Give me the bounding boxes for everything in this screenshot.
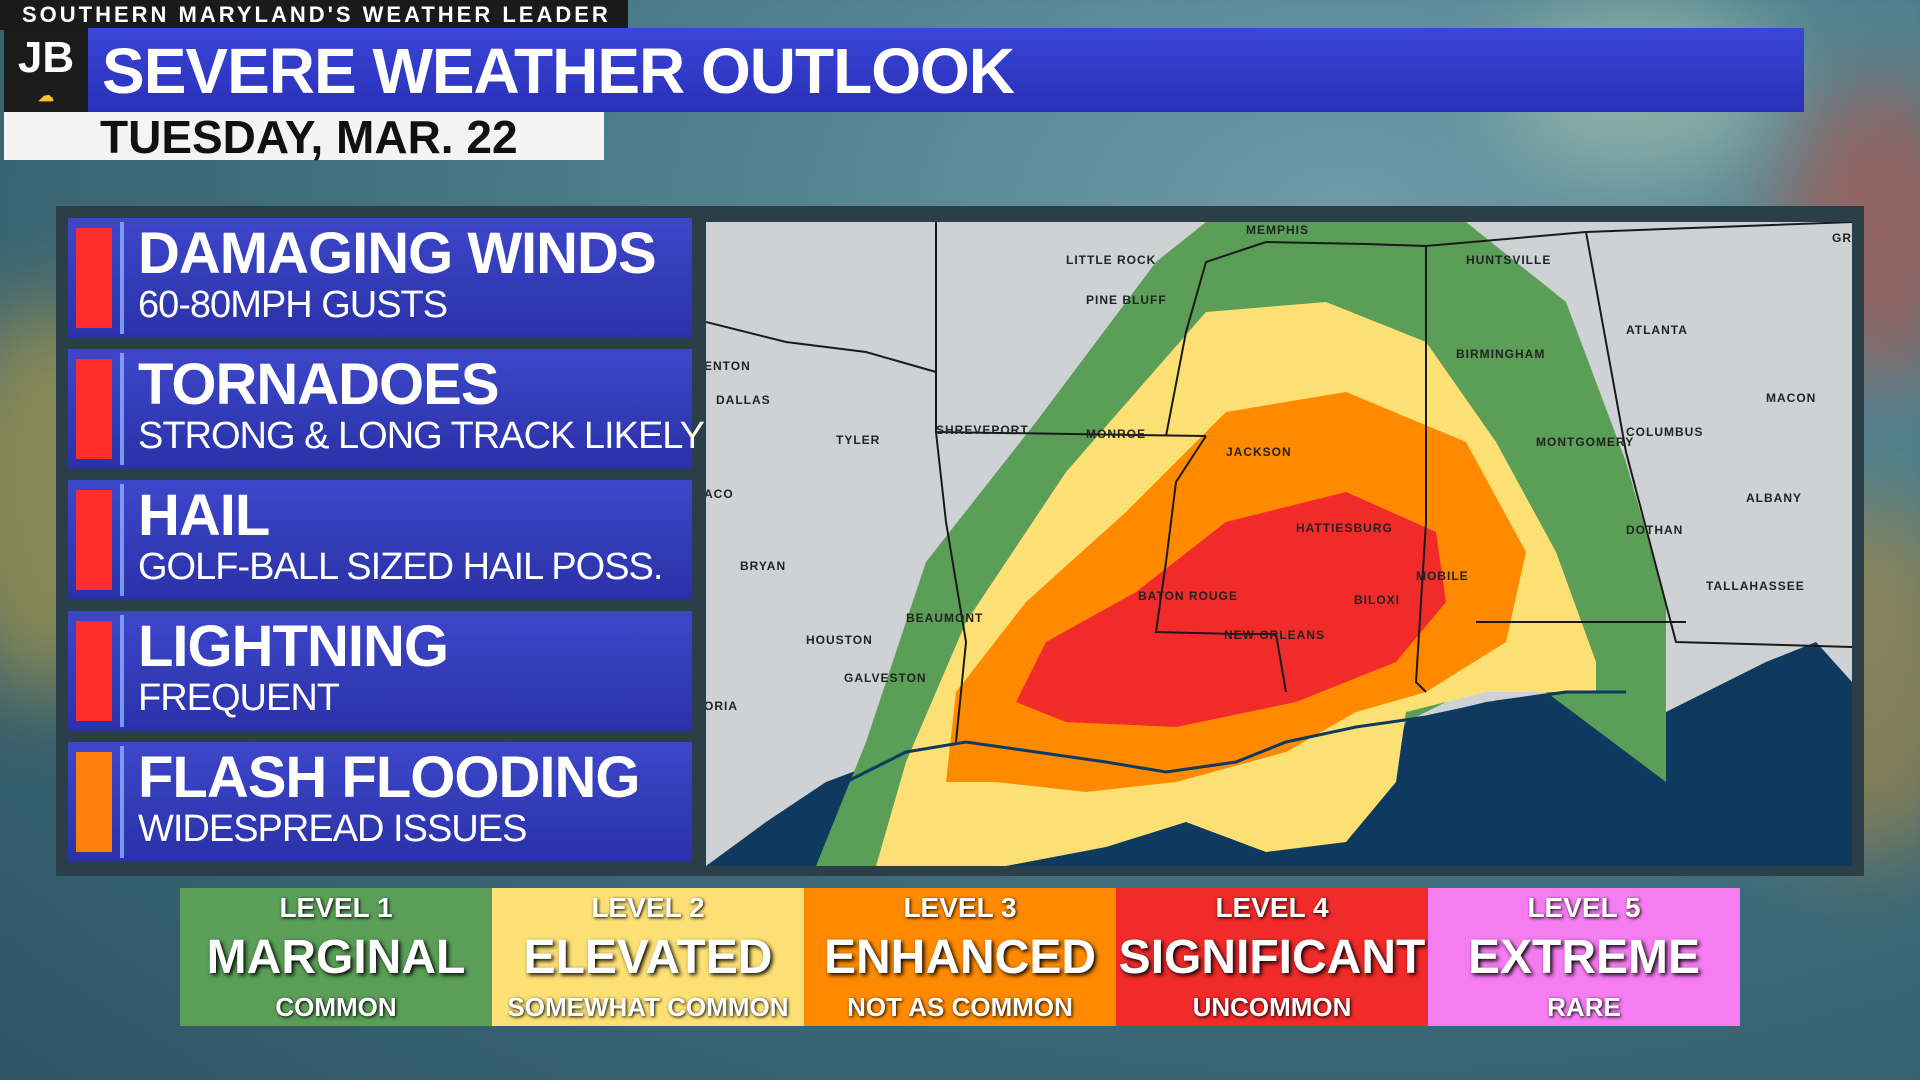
city-label: BEAUMONT [906,611,983,625]
city-label: NEW ORLEANS [1224,628,1325,642]
divider [120,222,124,334]
hazard-subtitle: 60-80MPH GUSTS [138,284,448,326]
legend-desc: UNCOMMON [1192,992,1352,1022]
city-label: JACKSON [1226,445,1292,459]
city-label: BRYAN [740,559,786,573]
city-label: MEMPHIS [1246,223,1309,237]
legend-level-1: LEVEL 1 MARGINAL COMMON [180,888,492,1026]
hazard-title: TORNADOES [138,352,500,417]
city-label: GR [1832,231,1852,245]
hazard-risk-swatch [76,490,112,590]
city-label: HOUSTON [806,633,873,647]
city-label: BATON ROUGE [1138,589,1238,603]
city-label: HUNTSVILLE [1466,253,1551,267]
city-label: MONROE [1086,427,1146,441]
hazard-risk-swatch [76,228,112,328]
outlook-map-svg: MEMPHIS LITTLE ROCK PINE BLUFF HUNTSVILLE GR… [706,222,1852,866]
legend-name: MARGINAL [206,931,466,984]
hazard-title: FLASH FLOODING [138,745,641,810]
city-label: DALLAS [716,393,771,407]
legend-level: LEVEL 1 [279,892,393,923]
storm-cloud-icon: ☁ [38,88,54,105]
legend-desc: NOT AS COMMON [847,992,1073,1022]
hazard-tornadoes: TORNADOES STRONG & LONG TRACK LIKELY [68,349,705,469]
hazard-subtitle: GOLF-BALL SIZED HAIL POSS. [138,546,663,588]
coastline [825,690,1626,794]
city-label: TYLER [836,433,880,447]
hazard-flash-flooding: FLASH FLOODING WIDESPREAD ISSUES [68,742,692,862]
hazard-lightning: LIGHTNING FREQUENT [68,611,692,731]
legend-desc: SOMEWHAT COMMON [507,992,789,1022]
legend-name: EXTREME [1467,931,1701,984]
page-title: SEVERE WEATHER OUTLOOK [102,35,1015,107]
hazard-risk-swatch [76,359,112,459]
city-label: MONTGOMERY [1536,435,1634,449]
city-label: COLUMBUS [1626,425,1703,439]
legend-level: LEVEL 3 [903,892,1017,923]
risk-legend: LEVEL 1 MARGINAL COMMON LEVEL 2 ELEVATED… [180,888,1740,1026]
hazard-title: HAIL [138,483,270,548]
divider [120,353,124,465]
legend-level: LEVEL 5 [1527,892,1641,923]
city-label: ORIA [706,699,738,713]
city-label: ACO [706,487,734,501]
hazard-subtitle: STRONG & LONG TRACK LIKELY [138,415,705,457]
legend-level: LEVEL 4 [1215,892,1329,923]
logo-text: JB [17,33,75,82]
outlook-map: MEMPHIS LITTLE ROCK PINE BLUFF HUNTSVILLE GR… [706,222,1852,866]
divider [120,484,124,596]
forecast-date: TUESDAY, MAR. 22 [100,111,518,163]
divider [120,615,124,727]
legend-level-3: LEVEL 3 ENHANCED NOT AS COMMON [804,888,1116,1026]
legend-level: LEVEL 2 [591,892,705,923]
hazard-risk-swatch [76,621,112,721]
hazard-title: LIGHTNING [138,614,449,679]
city-label: ENTON [706,359,751,373]
hazard-subtitle: WIDESPREAD ISSUES [138,808,527,850]
state-borders [706,222,1852,743]
title-bar: SEVERE WEATHER OUTLOOK [88,28,1804,112]
legend-desc: RARE [1547,992,1621,1022]
city-label: ALBANY [1746,491,1802,505]
tagline: SOUTHERN MARYLAND'S WEATHER LEADER [0,0,628,30]
city-label: MOBILE [1416,569,1469,583]
city-labels: MEMPHIS LITTLE ROCK PINE BLUFF HUNTSVILLE GR… [706,223,1852,713]
city-label: GALVESTON [844,671,927,685]
legend-name: ELEVATED [523,931,773,984]
city-label: LITTLE ROCK [1066,253,1156,267]
divider [120,746,124,858]
city-label: PINE BLUFF [1086,293,1167,307]
hazard-damaging-winds: DAMAGING WINDS 60-80MPH GUSTS [68,218,692,338]
risk-significant [1016,492,1446,727]
city-label: HATTIESBURG [1296,521,1393,535]
legend-level-5: LEVEL 5 EXTREME RARE [1428,888,1740,1026]
city-label: TALLAHASSEE [1706,579,1805,593]
city-label: DOTHAN [1626,523,1683,537]
hazard-risk-swatch [76,752,112,852]
legend-name: ENHANCED [823,931,1096,984]
city-label: MACON [1766,391,1816,405]
legend-level-2: LEVEL 2 ELEVATED SOMEWHAT COMMON [492,888,804,1026]
hazard-subtitle: FREQUENT [138,677,340,719]
hazard-title: DAMAGING WINDS [138,221,657,286]
city-label: BILOXI [1354,593,1400,607]
legend-level-4: LEVEL 4 SIGNIFICANT UNCOMMON [1116,888,1428,1026]
legend-name: SIGNIFICANT [1118,931,1426,984]
hazard-hail: HAIL GOLF-BALL SIZED HAIL POSS. [68,480,692,600]
date-bar: TUESDAY, MAR. 22 [4,111,604,163]
city-label: BIRMINGHAM [1456,347,1545,361]
station-logo: JB ☁ [4,30,88,112]
city-label: SHREVEPORT [936,423,1029,437]
legend-desc: COMMON [275,992,397,1022]
city-label: ATLANTA [1626,323,1688,337]
